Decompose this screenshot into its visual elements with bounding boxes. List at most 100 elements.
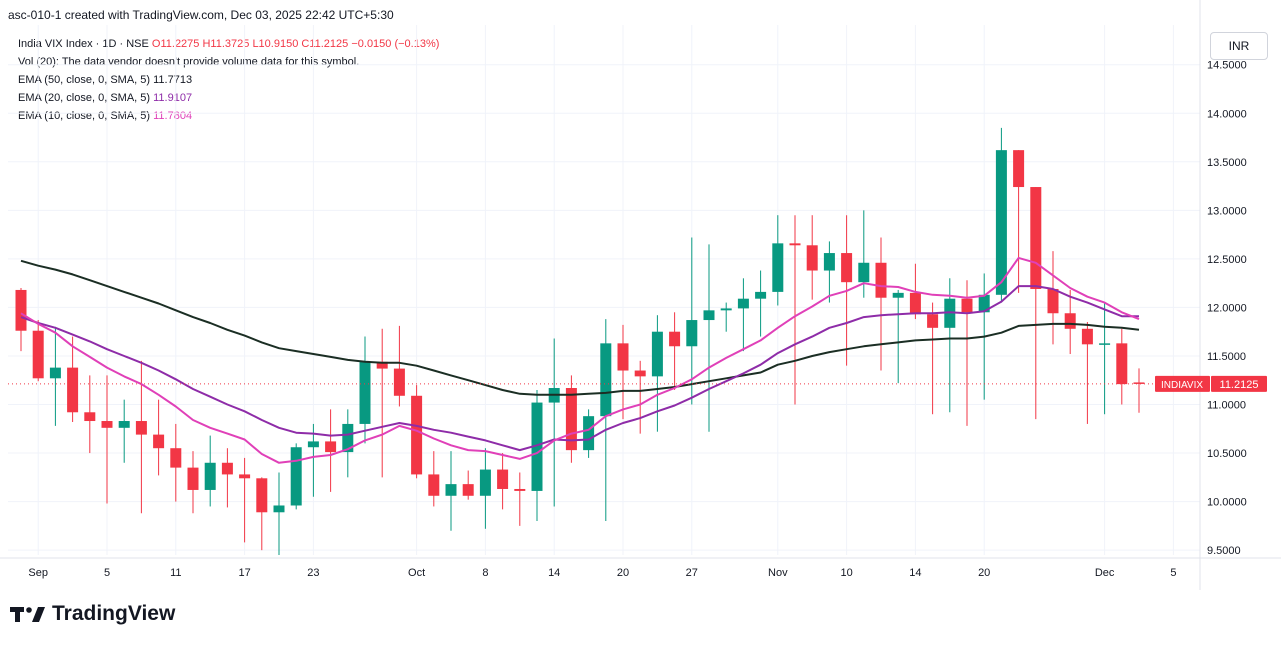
- y-tick-label: 12.0000: [1207, 302, 1247, 314]
- candle-body: [995, 150, 1007, 295]
- candle-body: [411, 395, 423, 475]
- ema20-label: EMA (20, close, 0, SMA, 5): [18, 92, 151, 104]
- ema20-line: [20, 285, 1139, 452]
- ema-lines: [20, 256, 1140, 464]
- ema50-line: [20, 259, 1140, 396]
- x-tick-label: 17: [238, 567, 250, 579]
- tradingview-logo[interactable]: TradingView: [10, 602, 175, 626]
- ema20-row[interactable]: EMA (20, close, 0, SMA, 5) 11.9107: [18, 89, 439, 107]
- x-tick-label: Oct: [408, 567, 425, 579]
- candle-body: [376, 361, 388, 369]
- candle-body: [359, 361, 371, 424]
- tradingview-logo-icon: [10, 607, 45, 622]
- candle-body: [32, 330, 44, 379]
- candle-body: [1030, 187, 1042, 289]
- candle-body: [84, 412, 96, 422]
- x-tick-label: 20: [617, 567, 629, 579]
- candle-body: [909, 292, 921, 315]
- candle-body: [187, 467, 199, 490]
- currency-button[interactable]: INR: [1210, 32, 1268, 60]
- candle-body: [256, 478, 268, 513]
- candle-body: [583, 416, 595, 451]
- candle-body: [1081, 328, 1093, 345]
- candle-body: [961, 298, 973, 313]
- ema50-value: 11.7713: [153, 74, 193, 86]
- candle-body: [204, 462, 216, 490]
- x-tick-label: 14: [909, 567, 921, 579]
- candle-body: [669, 331, 681, 347]
- candle-body: [393, 368, 405, 396]
- candle-body: [720, 308, 732, 311]
- candle-body: [651, 331, 663, 377]
- candle-body: [1099, 343, 1111, 345]
- candle-body: [1116, 343, 1128, 385]
- candle-body: [1013, 150, 1025, 188]
- candle-body: [153, 434, 165, 449]
- y-tick-label: 14.0000: [1207, 108, 1247, 120]
- ema50-label: EMA (50, close, 0, SMA, 5): [18, 74, 151, 86]
- candles: [15, 127, 1145, 555]
- symbol-label[interactable]: India VIX Index · 1D · NSE: [18, 38, 149, 50]
- candle-body: [342, 423, 354, 453]
- candle-body: [823, 253, 835, 271]
- x-tick-label: 10: [840, 567, 852, 579]
- price-change: −0.0150 (−0.13%): [351, 38, 440, 50]
- x-tick-label: 27: [686, 567, 698, 579]
- symbol-tag-bg: [1155, 375, 1210, 392]
- candle-body: [428, 474, 440, 496]
- candle-body: [806, 245, 818, 271]
- x-tick-label: 5: [104, 567, 110, 579]
- price-tag: 11.2125: [1220, 379, 1259, 391]
- created-line: asc-010-1 created with TradingView.com, …: [8, 8, 394, 22]
- candle-body: [875, 262, 887, 298]
- candle-body: [118, 421, 130, 428]
- symbol-tag: INDIAVIX: [1161, 380, 1203, 391]
- y-tick-label: 14.5000: [1207, 60, 1247, 72]
- candle-body: [531, 402, 543, 491]
- candle-body: [1047, 288, 1059, 314]
- chart-axes: 9.5000 10.0000 10.5000 11.0000 11.5000 12.000…: [0, 0, 1281, 590]
- candle-body: [858, 262, 870, 283]
- symbol-row: India VIX Index · 1D · NSE O11.2275 H11.…: [18, 35, 439, 53]
- candle-body: [755, 291, 767, 299]
- candle-body: [892, 292, 904, 298]
- candle-body: [737, 298, 749, 309]
- y-tick-label: 10.5000: [1207, 448, 1247, 460]
- candle-body: [307, 441, 319, 448]
- y-tick-label: 11.5000: [1207, 351, 1246, 363]
- y-tick-label: 10.0000: [1207, 497, 1247, 509]
- ema20-value: 11.9107: [153, 92, 193, 104]
- x-tick-label: 11: [170, 567, 181, 579]
- candle-body: [565, 388, 577, 451]
- y-tick-label: 13.5000: [1207, 157, 1247, 169]
- candle-body: [462, 484, 474, 496]
- candle-body: [1133, 382, 1145, 384]
- candle-body: [325, 441, 337, 453]
- x-tick-label: 5: [1170, 567, 1176, 579]
- candle-body: [978, 294, 990, 313]
- ema50-row[interactable]: EMA (50, close, 0, SMA, 5) 11.7713: [18, 71, 439, 89]
- candle-body: [49, 367, 61, 379]
- chart-overlay: INDIAVIX 11.2125: [8, 375, 1267, 392]
- price-tag-bg: [1211, 375, 1267, 392]
- candle-body: [1064, 313, 1076, 329]
- candle-body: [479, 469, 491, 496]
- candle-body: [239, 474, 251, 479]
- candle-body: [617, 343, 629, 371]
- candle-body: [290, 447, 302, 506]
- candle-body: [273, 505, 285, 513]
- brand-name: TradingView: [52, 602, 176, 625]
- x-tick-label: 8: [482, 567, 488, 579]
- candle-body: [772, 243, 784, 292]
- x-tick-label: 23: [307, 567, 319, 579]
- candle-body: [841, 253, 853, 283]
- candle-body: [135, 421, 147, 435]
- candle-body: [686, 320, 698, 347]
- x-tick-label: Dec: [1095, 567, 1115, 579]
- candle-body: [703, 310, 715, 321]
- x-tick-label: Sep: [28, 567, 48, 579]
- ohlc-high: H11.3725: [202, 38, 250, 50]
- ohlc-low: L10.9150: [252, 38, 299, 50]
- x-tick-label: Nov: [768, 567, 788, 579]
